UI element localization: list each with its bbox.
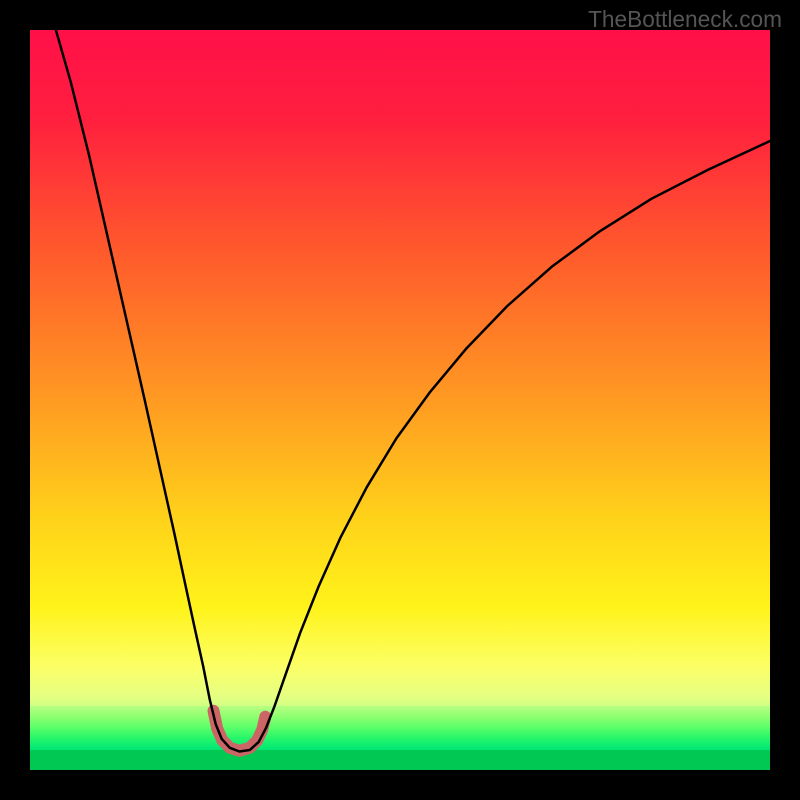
watermark-text: TheBottleneck.com <box>588 6 782 33</box>
plot-area <box>30 30 770 770</box>
outer-frame: TheBottleneck.com <box>0 0 800 800</box>
bottleneck-curve <box>30 30 770 770</box>
